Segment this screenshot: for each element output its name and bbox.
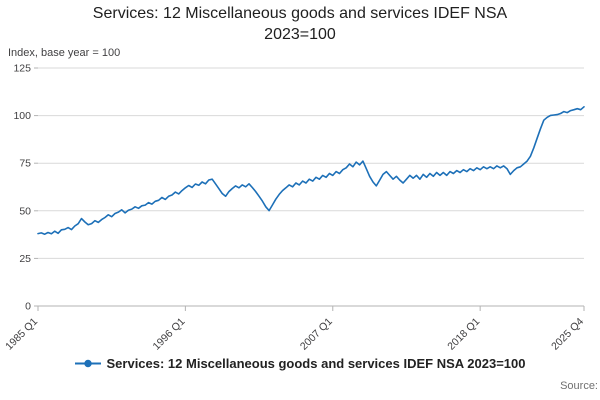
legend: Services: 12 Miscellaneous goods and ser… (0, 356, 600, 371)
x-tick-label: 1996 Q1 (151, 316, 188, 353)
x-tick-label: 2018 Q1 (445, 316, 482, 353)
y-tick-label: 0 (25, 301, 31, 313)
y-tick-label: 75 (19, 158, 31, 170)
y-tick-label: 50 (19, 205, 31, 217)
line-chart-plot-area: 0 25 50 75 100 125 1985 Q1 1996 Q1 2007 Q1 2018 Q… (3, 63, 586, 353)
x-tick-label: 2007 Q1 (298, 316, 335, 353)
legend-item-series[interactable]: Services: 12 Miscellaneous goods and ser… (74, 356, 526, 371)
y-tick-label: 25 (19, 253, 31, 265)
x-tick-label: 1985 Q1 (3, 316, 40, 353)
legend-line-icon (74, 359, 101, 368)
y-tick-label: 125 (13, 63, 31, 75)
y-tick-label: 100 (13, 110, 31, 122)
legend-label: Services: 12 Miscellaneous goods and ser… (106, 356, 526, 371)
chart-title: Services: 12 Miscellaneous goods and ser… (92, 5, 508, 43)
source-label: Source: (560, 380, 598, 392)
y-axis-title: Index, base year = 100 (8, 47, 121, 59)
x-tick-label: 2025 Q4 (549, 316, 586, 353)
series-line (37, 105, 585, 235)
